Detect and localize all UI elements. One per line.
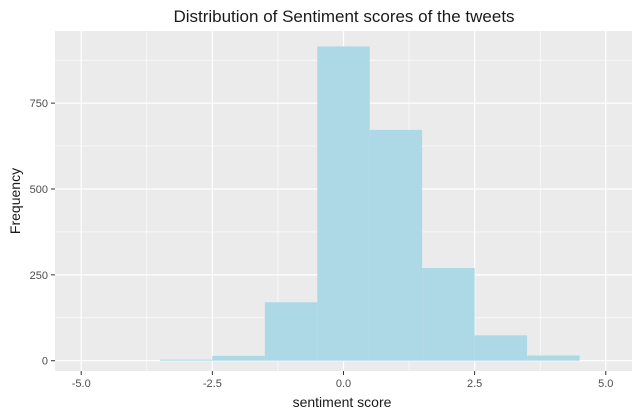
x-tick-label: 5.0: [598, 378, 613, 390]
y-axis-ticks: 0 250 500 750: [30, 98, 55, 368]
x-axis-title: sentiment score: [293, 394, 392, 410]
histogram-bar: [160, 360, 212, 361]
histogram-bar: [370, 130, 422, 361]
chart-title: Distribution of Sentiment scores of the …: [173, 7, 514, 26]
x-tick-label: -2.5: [203, 378, 222, 390]
histogram-bar: [212, 356, 264, 361]
y-tick-label: 250: [30, 270, 48, 282]
x-axis-ticks: -5.0 -2.5 0.0 2.5 5.0: [72, 371, 614, 390]
x-tick-label: 2.5: [467, 378, 482, 390]
x-tick-label: -5.0: [72, 378, 91, 390]
y-tick-label: 500: [30, 184, 48, 196]
histogram-bar: [422, 268, 474, 361]
y-tick-label: 0: [42, 356, 48, 368]
x-tick-label: 0.0: [336, 378, 351, 390]
y-axis-title: Frequency: [7, 168, 23, 234]
histogram-bar: [317, 46, 369, 360]
y-tick-label: 750: [30, 98, 48, 110]
histogram-bar: [265, 302, 317, 360]
histogram-bar: [475, 335, 527, 360]
histogram-bar: [527, 356, 579, 361]
